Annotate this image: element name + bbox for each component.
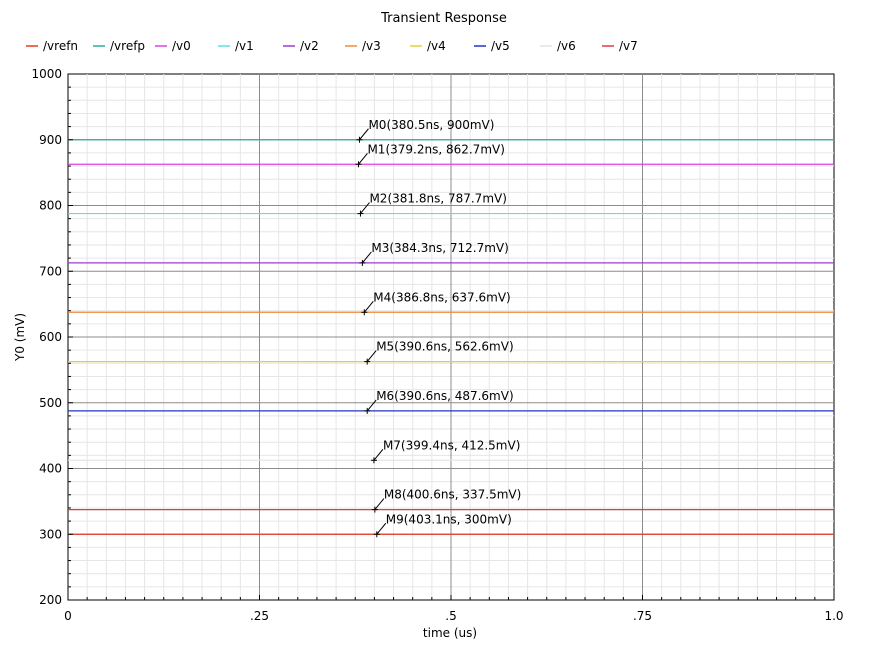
x-tick-label: 0	[64, 609, 72, 623]
marker-leader	[358, 152, 368, 165]
legend-item-v2: /v2	[283, 39, 319, 53]
y-tick-label: 500	[39, 396, 62, 410]
y-axis-label: Y0 (mV)	[13, 313, 27, 362]
legend-label: /vrefp	[110, 39, 145, 53]
marker-7: M7(399.4ns, 412.5mV)	[370, 438, 520, 464]
marker-6: M6(390.6ns, 487.6mV)	[364, 389, 514, 414]
legend-item-v7: /v7	[602, 39, 638, 53]
legend-label: /v7	[619, 39, 638, 53]
y-tick-label: 900	[39, 133, 62, 147]
y-tick-label: 600	[39, 330, 62, 344]
plot-area: M0(380.5ns, 900mV) M1(379.2ns, 862.7mV) M2…	[67, 73, 835, 601]
y-tick-labels: 200 300 400 500 600 700 800 900 1000	[31, 67, 62, 607]
legend-label: /vrefn	[43, 39, 78, 53]
legend-item-v0: /v0	[155, 39, 191, 53]
x-axis-label: time (us)	[423, 626, 477, 640]
marker-label: M2(381.8ns, 787.7mV)	[369, 192, 506, 206]
marker-leader	[359, 128, 369, 141]
marker-label: M0(380.5ns, 900mV)	[368, 118, 494, 132]
legend-item-v4: /v4	[410, 39, 446, 53]
legend-label: /v1	[235, 39, 254, 53]
marker-leader	[376, 522, 387, 535]
markers: M0(380.5ns, 900mV) M1(379.2ns, 862.7mV) M2…	[355, 118, 521, 538]
y-tick-label: 700	[39, 264, 62, 278]
marker-label: M9(403.1ns, 300mV)	[386, 512, 512, 526]
legend-label: /v3	[362, 39, 381, 53]
legend-label: /v4	[427, 39, 446, 53]
marker-0: M0(380.5ns, 900mV)	[356, 118, 494, 143]
marker-label: M6(390.6ns, 487.6mV)	[376, 389, 513, 403]
legend-item-v5: /v5	[474, 39, 510, 53]
legend: /vrefn/vrefp/v0/v1/v2/v3/v4/v5/v6/v7	[26, 39, 638, 53]
y-tick-label: 400	[39, 462, 62, 476]
marker-label: M4(386.8ns, 637.6mV)	[373, 290, 510, 304]
marker-leader	[366, 399, 377, 412]
marker-leader	[361, 251, 372, 264]
x-tick-labels: 0 .25 .5 .75 1.0	[64, 609, 843, 623]
legend-item-v1: /v1	[218, 39, 254, 53]
axis-ticks	[67, 73, 835, 601]
chart-title: Transient Response	[380, 11, 507, 26]
y-tick-label: 800	[39, 199, 62, 213]
x-tick-label: .25	[250, 609, 269, 623]
legend-label: /v6	[557, 39, 576, 53]
marker-label: M3(384.3ns, 712.7mV)	[371, 241, 508, 255]
marker-label: M8(400.6ns, 337.5mV)	[384, 488, 521, 502]
marker-8: M8(400.6ns, 337.5mV)	[371, 488, 521, 513]
marker-2: M2(381.8ns, 787.7mV)	[357, 192, 507, 217]
marker-leader	[374, 498, 385, 510]
y-tick-label: 200	[39, 593, 62, 607]
marker-leader	[373, 448, 384, 461]
legend-label: /v2	[300, 39, 319, 53]
marker-4: M4(386.8ns, 637.6mV)	[361, 290, 511, 316]
legend-label: /v5	[491, 39, 510, 53]
series-lines	[68, 139, 834, 535]
marker-1: M1(379.2ns, 862.7mV)	[355, 142, 505, 168]
x-tick-label: 1.0	[824, 609, 843, 623]
legend-item-v6: /v6	[540, 39, 576, 53]
y-tick-label: 300	[39, 527, 62, 541]
marker-5: M5(390.6ns, 562.6mV)	[364, 340, 514, 365]
marker-label: M5(390.6ns, 562.6mV)	[376, 340, 513, 354]
y-tick-label: 1000	[31, 67, 62, 81]
marker-label: M1(379.2ns, 862.7mV)	[367, 142, 504, 156]
legend-label: /v0	[172, 39, 191, 53]
legend-item-vrefn: /vrefn	[26, 39, 78, 53]
legend-item-vrefp: /vrefp	[93, 39, 145, 53]
marker-label: M7(399.4ns, 412.5mV)	[383, 438, 520, 452]
marker-9: M9(403.1ns, 300mV)	[373, 512, 512, 538]
legend-item-v3: /v3	[345, 39, 381, 53]
marker-leader	[366, 350, 377, 362]
x-tick-label: .5	[445, 609, 456, 623]
marker-3: M3(384.3ns, 712.7mV)	[359, 241, 509, 266]
x-tick-label: .75	[633, 609, 652, 623]
marker-leader	[360, 202, 370, 214]
marker-leader	[363, 300, 374, 313]
